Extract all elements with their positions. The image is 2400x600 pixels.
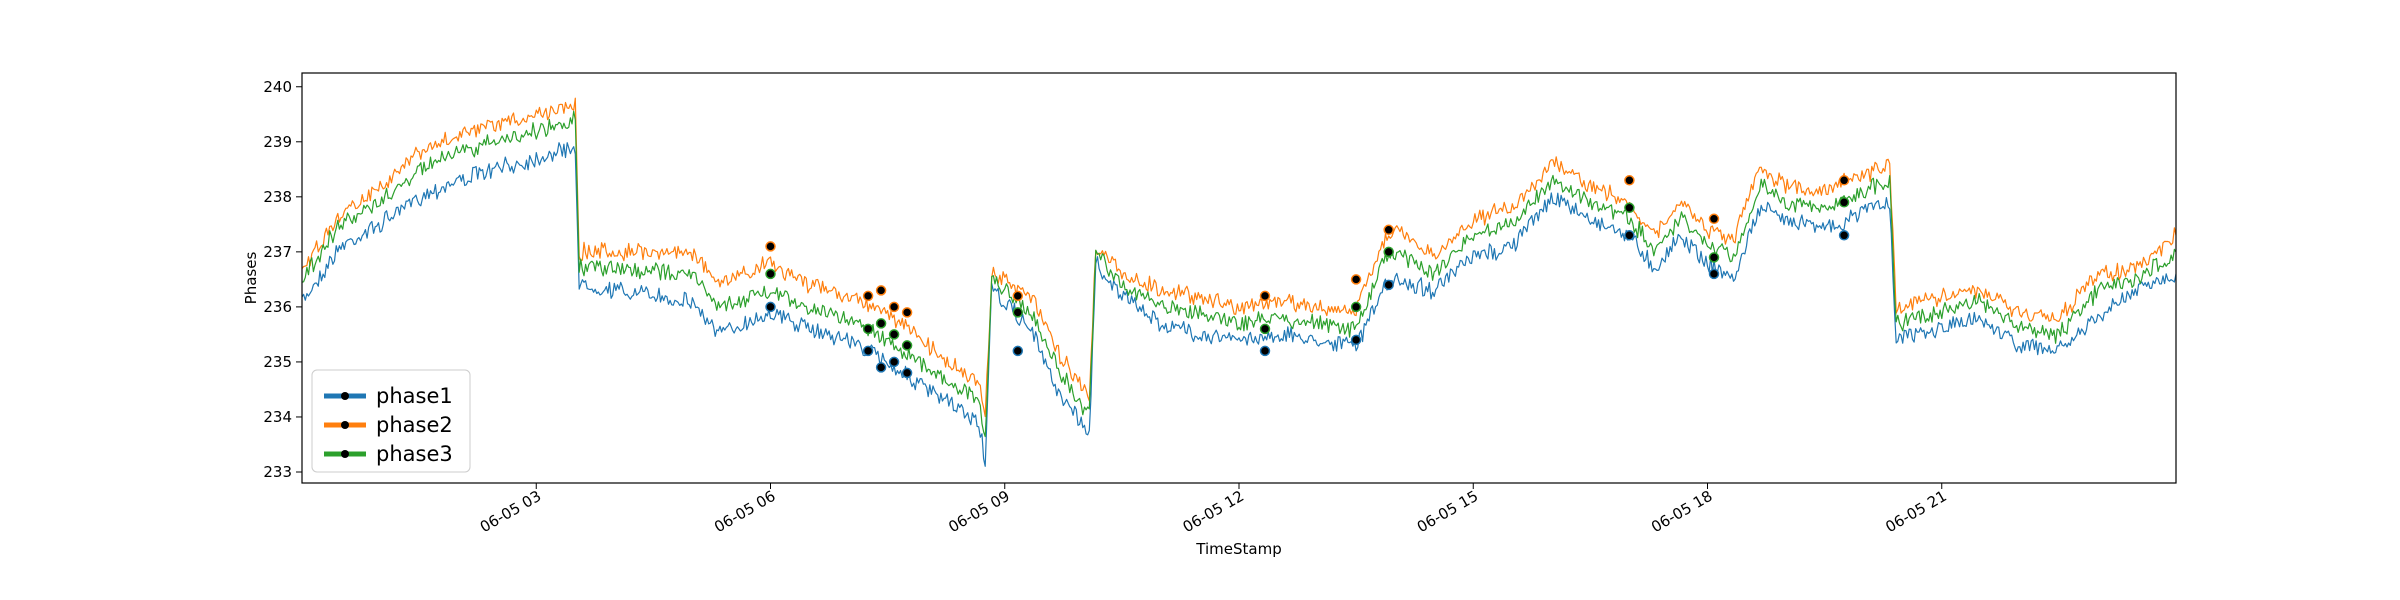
marker-phase2	[888, 301, 900, 313]
marker-phase2	[1012, 290, 1024, 302]
marker-phase2	[1624, 175, 1635, 186]
marker-phase1	[1350, 334, 1362, 346]
marker-phase1	[901, 367, 913, 379]
marker-phase1	[875, 362, 887, 373]
marker-phase1	[1838, 230, 1850, 241]
marker-phase2	[1838, 175, 1850, 186]
marker-phase2	[765, 241, 776, 252]
marker-phase3	[765, 268, 776, 280]
series-line-phase1	[302, 142, 2176, 467]
marker-phase1	[1708, 268, 1720, 280]
marker-phase3	[1383, 246, 1394, 258]
marker-phase2	[901, 307, 913, 318]
y-tick-label: 238	[263, 188, 292, 206]
marker-phase2	[1259, 290, 1271, 302]
legend-label-phase3: phase3	[376, 442, 453, 466]
y-tick-label: 233	[263, 463, 292, 481]
legend-marker-phase3	[341, 450, 349, 458]
marker-phase1	[1012, 345, 1024, 357]
legend-label-phase2: phase2	[376, 413, 453, 437]
legend-label-phase1: phase1	[376, 384, 453, 408]
series-layer	[302, 97, 2176, 467]
marker-phase3	[862, 323, 874, 335]
marker-phase3	[875, 318, 887, 329]
marker-phase1	[1383, 279, 1394, 291]
legend-marker-phase1	[341, 392, 349, 400]
x-axis-label: TimeStamp	[1195, 540, 1281, 558]
marker-phase3	[1708, 252, 1720, 263]
marker-phase3	[1259, 323, 1271, 335]
marker-phase1	[888, 356, 900, 368]
y-tick-label: 237	[263, 243, 292, 261]
anomaly-markers	[765, 175, 1850, 379]
legend: phase1 phase2 phase3	[311, 369, 471, 473]
y-tick-label: 234	[263, 408, 292, 426]
marker-phase1	[1624, 230, 1635, 241]
marker-phase2	[1350, 274, 1362, 285]
y-axis-label: Phases	[242, 252, 260, 305]
y-tick-label: 235	[263, 353, 292, 371]
legend-marker-phase2	[341, 421, 349, 429]
marker-phase3	[1838, 197, 1850, 208]
series-line-phase2	[302, 97, 2176, 418]
y-tick-label: 239	[263, 133, 292, 151]
marker-phase3	[1350, 301, 1362, 313]
marker-phase1	[1259, 345, 1271, 357]
y-tick-label: 240	[263, 78, 292, 96]
marker-phase3	[1624, 202, 1635, 214]
marker-phase3	[1012, 307, 1024, 318]
series-line-phase3	[302, 110, 2176, 438]
y-tick-label: 236	[263, 298, 292, 316]
marker-phase2	[862, 290, 874, 302]
marker-phase2	[1708, 213, 1720, 225]
marker-phase3	[888, 329, 900, 340]
y-axis-ticks: 233 234 235 236 237 238 239 240	[263, 78, 302, 481]
marker-phase3	[901, 340, 913, 351]
marker-phase2	[1383, 224, 1394, 236]
marker-phase1	[862, 345, 874, 357]
marker-phase1	[765, 301, 776, 313]
marker-phase2	[875, 285, 887, 296]
